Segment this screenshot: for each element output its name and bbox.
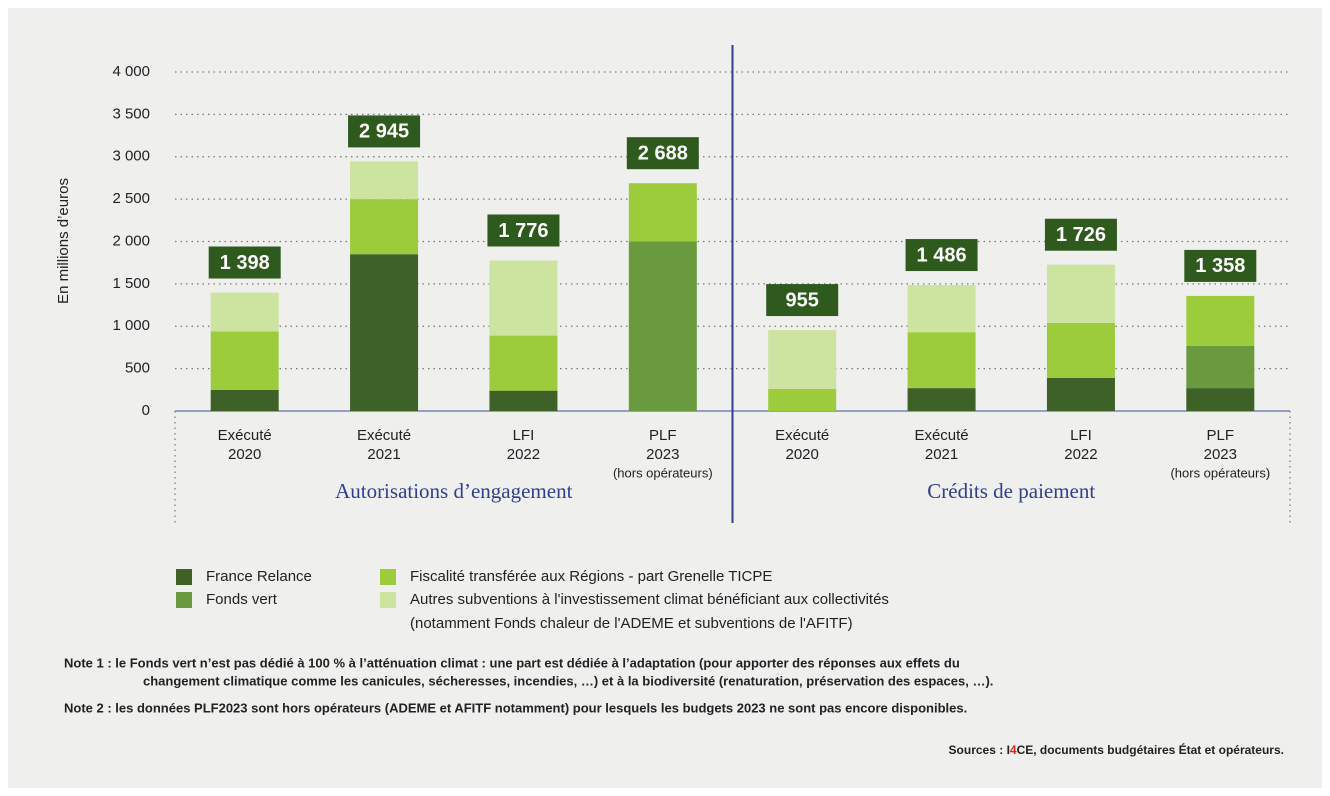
x-tick-label: PLF [1207,427,1235,444]
legend-swatch [380,592,396,608]
total-label: 2 688 [638,142,688,164]
total-label-box [766,284,839,317]
y-tick-label: 3 500 [112,105,150,122]
y-tick-label: 500 [125,360,150,377]
x-tick-label: PLF [649,427,677,444]
total-label: 1 726 [1056,224,1106,246]
note: Note 1 : le Fonds vert n’est pas dédié à… [64,655,960,670]
bar-segment [907,332,976,389]
total-label: 955 [786,289,819,311]
y-tick-label: 2 500 [112,190,150,207]
y-tick-label: 3 000 [112,148,150,165]
total-label-box [626,137,699,170]
bar-segment [350,161,419,200]
legend-swatch [176,569,192,585]
source-part: Sources : I [949,743,1010,757]
bar-segment [210,292,279,332]
x-tick-label: Exécuté [218,427,272,444]
total-label-box [487,214,560,247]
bar-segment [1046,322,1115,378]
group-label: Autorisations d’engagement [335,479,573,503]
legend-label: Fiscalité transférée aux Régions - part … [410,568,772,585]
bar-segment [628,183,697,242]
x-tick-label: Exécuté [357,427,411,444]
legend-swatch [380,569,396,585]
bar-segment [1186,345,1255,389]
x-tick-label: LFI [513,427,535,444]
total-label: 1 398 [220,252,270,274]
legend-label: Fonds vert [206,591,278,608]
x-tick-label: (hors opérateurs) [1170,465,1270,480]
bar-segment [1046,377,1115,411]
legend-label: Autres subventions à l'investissement cl… [410,591,889,608]
source-part: CE, documents budgétaires État et opérat… [1017,742,1284,757]
total-label: 1 358 [1195,255,1245,277]
group-label: Crédits de paiement [927,479,1095,503]
x-tick-label: Exécuté [914,427,968,444]
bar-segment [907,285,976,333]
x-tick-label: 2021 [925,446,958,463]
bar-segment [1186,295,1255,346]
source-part: 4 [1010,743,1017,757]
legend-note: (notamment Fonds chaleur de l'ADEME et s… [410,615,853,632]
legend-swatch [176,592,192,608]
bar-segment [489,335,558,391]
bar-segment [350,254,419,411]
x-tick-label: 2021 [367,446,400,463]
bar-segment [1186,388,1255,411]
y-tick-label: 0 [142,402,150,419]
x-tick-label: (hors opérateurs) [613,465,713,480]
total-label: 2 945 [359,121,409,143]
x-tick-label: LFI [1070,427,1092,444]
y-tick-label: 1 000 [112,317,150,334]
x-tick-label: 2023 [1204,446,1237,463]
bar-segment [489,390,558,411]
x-tick-label: 2020 [228,446,261,463]
bar-segment [350,199,419,255]
total-label-box [1184,249,1257,282]
legend-label: France Relance [206,568,312,585]
y-tick-label: 4 000 [112,63,150,80]
note: Note 2 : les données PLF2023 sont hors o… [64,700,967,715]
x-tick-label: 2023 [646,446,679,463]
x-tick-label: Exécuté [775,427,829,444]
total-label-box [1044,218,1117,251]
source: Sources : I4CE, documents budgétaires Ét… [949,742,1284,757]
bar-segment [907,388,976,411]
bar-segment [768,388,837,411]
bar-segment [210,331,279,390]
bar-segment [1046,264,1115,323]
y-tick-label: 2 000 [112,232,150,249]
bar-segment [210,389,279,411]
note: changement climatique comme les canicule… [143,673,993,688]
y-tick-label: 1 500 [112,275,150,292]
total-label-box [905,239,978,272]
x-tick-label: 2022 [1064,446,1097,463]
total-label-box [208,246,281,279]
x-tick-label: 2020 [786,446,819,463]
total-label-box [348,115,421,148]
x-tick-label: 2022 [507,446,540,463]
bar-segment [628,241,697,411]
y-axis-label: En millions d’euros [55,178,72,304]
total-label: 1 776 [498,220,548,242]
bar-segment [768,330,837,389]
total-label: 1 486 [917,244,967,266]
bar-segment [489,260,558,336]
